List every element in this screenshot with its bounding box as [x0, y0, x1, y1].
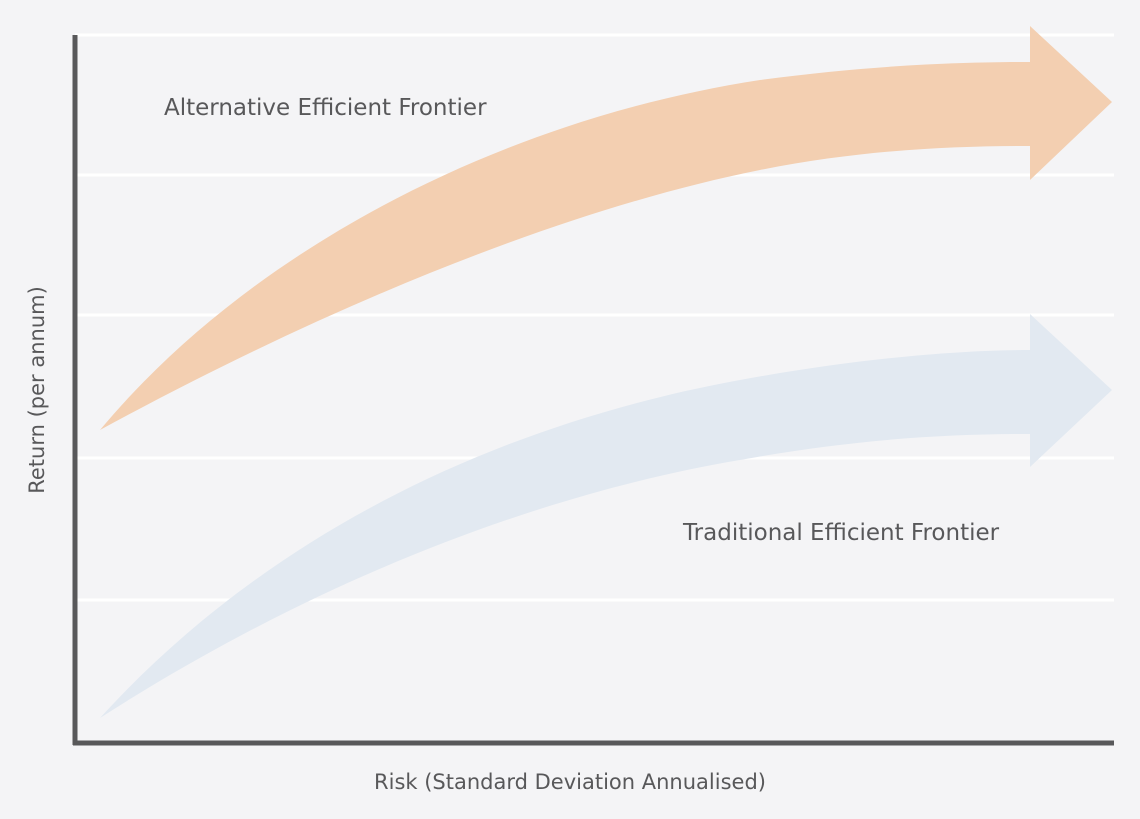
alternative-frontier-arrow: [100, 26, 1112, 430]
y-axis-title: Return (per annum): [25, 286, 49, 494]
traditional-frontier-label: Traditional Efficient Frontier: [682, 520, 1000, 546]
traditional-frontier-arrow: [100, 314, 1112, 718]
x-axis-title: Risk (Standard Deviation Annualised): [374, 770, 766, 794]
alternative-frontier-label: Alternative Efficient Frontier: [164, 95, 487, 121]
axes: [72, 35, 1114, 746]
